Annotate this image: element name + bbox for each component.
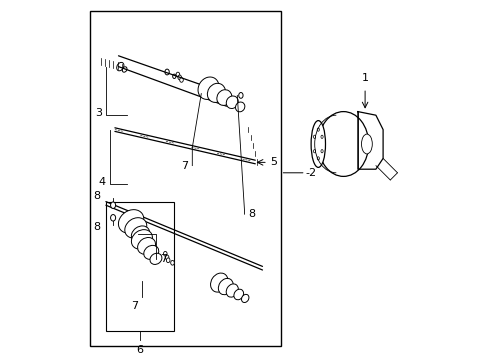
Ellipse shape	[163, 252, 167, 256]
Ellipse shape	[110, 215, 115, 221]
Ellipse shape	[118, 210, 143, 233]
Ellipse shape	[218, 278, 233, 295]
Bar	[89, 11, 280, 346]
Ellipse shape	[150, 253, 162, 265]
Ellipse shape	[172, 74, 176, 78]
Ellipse shape	[317, 128, 319, 131]
Ellipse shape	[233, 289, 243, 300]
Ellipse shape	[131, 230, 152, 249]
Text: 7: 7	[160, 254, 167, 264]
Text: 4: 4	[99, 177, 106, 187]
Ellipse shape	[143, 246, 159, 259]
Ellipse shape	[131, 226, 149, 243]
Ellipse shape	[318, 112, 368, 176]
Ellipse shape	[164, 69, 169, 75]
Text: -2: -2	[305, 168, 316, 178]
Text: 8: 8	[247, 209, 255, 219]
Text: 5: 5	[269, 157, 276, 167]
Ellipse shape	[137, 238, 155, 254]
Ellipse shape	[361, 134, 371, 154]
Text: 8: 8	[93, 222, 101, 232]
Ellipse shape	[226, 96, 238, 108]
Ellipse shape	[138, 234, 152, 248]
Ellipse shape	[226, 284, 238, 297]
Ellipse shape	[198, 77, 219, 99]
Ellipse shape	[166, 258, 170, 263]
Ellipse shape	[176, 72, 179, 77]
Ellipse shape	[170, 261, 174, 265]
Text: 6: 6	[136, 345, 143, 355]
Ellipse shape	[124, 218, 146, 238]
Ellipse shape	[320, 135, 323, 139]
Ellipse shape	[313, 150, 315, 153]
Ellipse shape	[207, 83, 225, 103]
Ellipse shape	[241, 294, 248, 302]
Ellipse shape	[165, 255, 168, 260]
Ellipse shape	[235, 102, 244, 112]
Ellipse shape	[216, 90, 231, 105]
Ellipse shape	[110, 202, 115, 208]
Text: 7: 7	[181, 161, 188, 171]
Ellipse shape	[144, 242, 155, 253]
Ellipse shape	[313, 135, 315, 139]
Bar	[106, 202, 174, 331]
Text: 8: 8	[93, 191, 101, 201]
Ellipse shape	[320, 150, 323, 153]
Ellipse shape	[117, 62, 123, 71]
Ellipse shape	[317, 157, 319, 160]
Ellipse shape	[179, 78, 183, 82]
Text: 3: 3	[95, 108, 102, 118]
Text: 7: 7	[131, 301, 138, 311]
Ellipse shape	[122, 67, 127, 72]
Ellipse shape	[238, 93, 243, 98]
Ellipse shape	[210, 273, 227, 292]
Text: 1: 1	[361, 73, 368, 83]
Ellipse shape	[310, 121, 325, 167]
Ellipse shape	[178, 75, 181, 80]
